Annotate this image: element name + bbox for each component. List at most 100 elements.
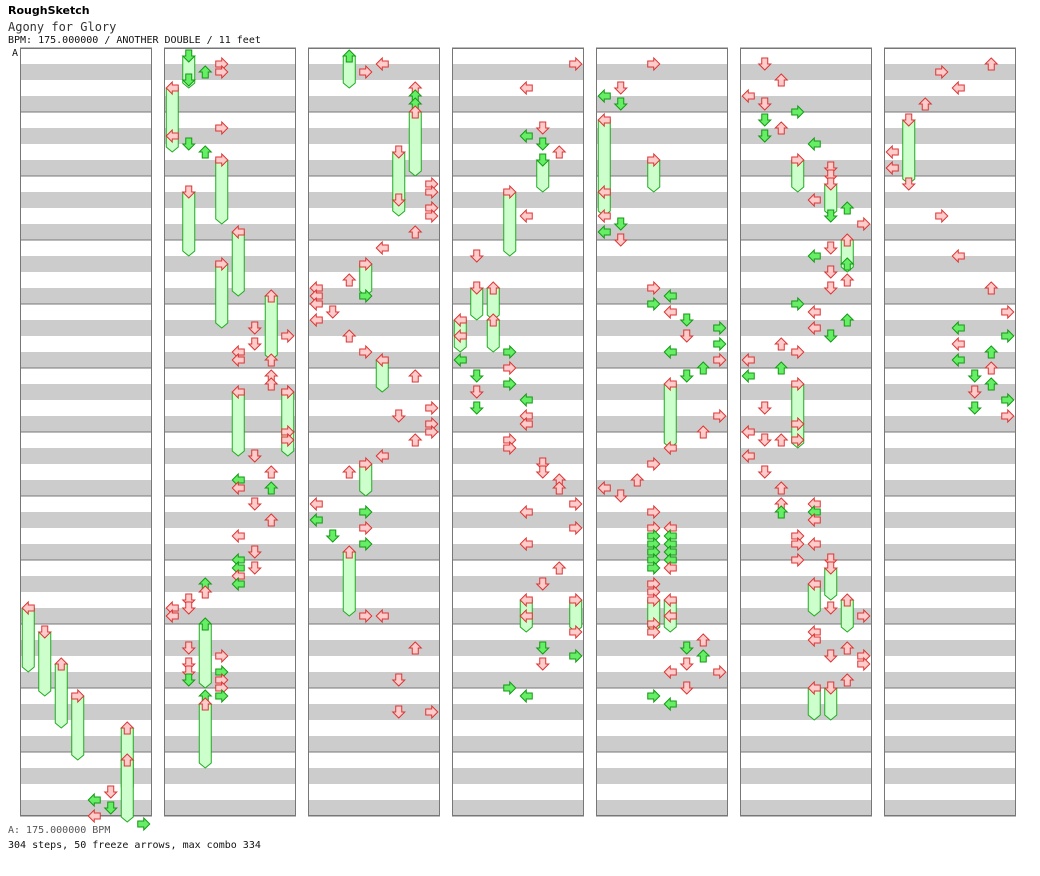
step-arrow xyxy=(774,361,789,375)
step-arrow xyxy=(535,121,550,135)
step-arrow xyxy=(757,129,772,143)
step-arrow xyxy=(696,633,711,647)
step-arrow xyxy=(469,385,484,399)
step-arrow xyxy=(552,561,567,575)
step-arrow xyxy=(342,329,357,343)
freeze-arrow xyxy=(215,256,229,329)
step-arrow xyxy=(247,497,262,511)
step-arrow xyxy=(647,560,661,576)
step-arrow xyxy=(325,305,340,319)
step-arrow xyxy=(613,489,628,503)
step-arrow xyxy=(935,64,949,80)
step-arrow xyxy=(198,145,213,159)
freeze-arrow xyxy=(71,688,85,761)
step-arrow xyxy=(87,808,101,824)
step-arrow xyxy=(359,536,373,552)
step-arrow xyxy=(519,392,533,408)
step-arrow xyxy=(519,416,533,432)
step-arrow xyxy=(231,480,245,496)
step-arrow xyxy=(181,137,196,151)
step-arrow xyxy=(630,473,645,487)
freeze-arrow xyxy=(569,592,583,633)
step-arrow xyxy=(663,696,677,712)
step-arrow xyxy=(87,792,101,808)
step-arrow xyxy=(535,577,550,591)
step-arrow xyxy=(984,57,999,71)
step-arrow xyxy=(597,184,611,200)
step-arrow xyxy=(535,657,550,671)
song-title: Agony for Glory xyxy=(8,20,117,34)
step-arrow xyxy=(552,145,567,159)
step-arrow xyxy=(535,137,550,151)
step-arrow xyxy=(679,681,694,695)
step-arrow xyxy=(679,369,694,383)
freeze-arrow xyxy=(198,617,213,689)
freeze-arrow xyxy=(54,657,69,729)
step-arrow xyxy=(569,624,583,640)
step-arrow xyxy=(375,56,389,72)
step-arrow xyxy=(774,481,789,495)
step-arrow xyxy=(935,208,949,224)
freeze-arrow xyxy=(215,152,229,225)
step-arrow xyxy=(984,361,999,375)
freeze-arrow xyxy=(807,680,821,721)
step-arrow xyxy=(984,281,999,295)
step-arrow xyxy=(663,440,677,456)
step-arrow xyxy=(425,424,439,440)
step-arrow xyxy=(807,304,821,320)
step-arrow xyxy=(663,608,677,624)
bpm-legend: A: 175.000000 BPM xyxy=(8,825,111,836)
step-arrow xyxy=(807,632,821,648)
freeze-arrow xyxy=(823,681,838,721)
freeze-arrow xyxy=(791,152,805,193)
step-arrow xyxy=(408,641,423,655)
step-arrow xyxy=(231,528,245,544)
step-arrow xyxy=(791,432,805,448)
step-arrow xyxy=(791,536,805,552)
step-stats: 304 steps, 50 freeze arrows, max combo 3… xyxy=(8,840,261,851)
step-arrow xyxy=(569,56,583,72)
step-arrow xyxy=(774,433,789,447)
step-arrow xyxy=(359,344,373,360)
step-arrow xyxy=(951,248,965,264)
step-arrow xyxy=(823,601,838,615)
step-arrow xyxy=(215,64,229,80)
step-arrow xyxy=(198,585,213,599)
freeze-arrow xyxy=(21,600,35,673)
freeze-arrow xyxy=(840,593,855,633)
freeze-arrow xyxy=(663,376,677,449)
step-arrow xyxy=(309,496,323,512)
step-arrow xyxy=(951,80,965,96)
site-title: RoughSketch xyxy=(8,4,90,17)
step-arrow xyxy=(647,56,661,72)
step-arrow xyxy=(264,465,279,479)
step-arrow xyxy=(663,288,677,304)
step-arrow xyxy=(647,296,661,312)
freeze-arrow xyxy=(342,545,357,617)
step-arrow xyxy=(391,193,406,207)
freeze-arrow xyxy=(37,625,52,697)
step-arrow xyxy=(857,216,871,232)
freeze-arrow xyxy=(791,376,805,449)
step-arrow xyxy=(679,641,694,655)
step-column xyxy=(164,47,296,817)
step-arrow xyxy=(774,505,789,519)
step-arrow xyxy=(519,688,533,704)
freeze-arrow xyxy=(901,113,916,185)
step-arrow xyxy=(181,601,196,615)
step-arrow xyxy=(741,352,755,368)
freeze-arrow xyxy=(264,289,279,361)
step-arrow xyxy=(741,88,755,104)
step-arrow xyxy=(967,401,982,415)
freeze-arrow xyxy=(597,112,611,217)
step-arrow xyxy=(757,57,772,71)
step-arrow xyxy=(375,608,389,624)
step-arrow xyxy=(469,401,484,415)
step-arrow xyxy=(359,288,373,304)
step-arrow xyxy=(823,281,838,295)
freeze-arrow xyxy=(503,184,517,257)
step-arrow xyxy=(823,241,838,255)
freeze-arrow xyxy=(823,177,838,217)
step-arrow xyxy=(247,449,262,463)
step-arrow xyxy=(1001,328,1015,344)
